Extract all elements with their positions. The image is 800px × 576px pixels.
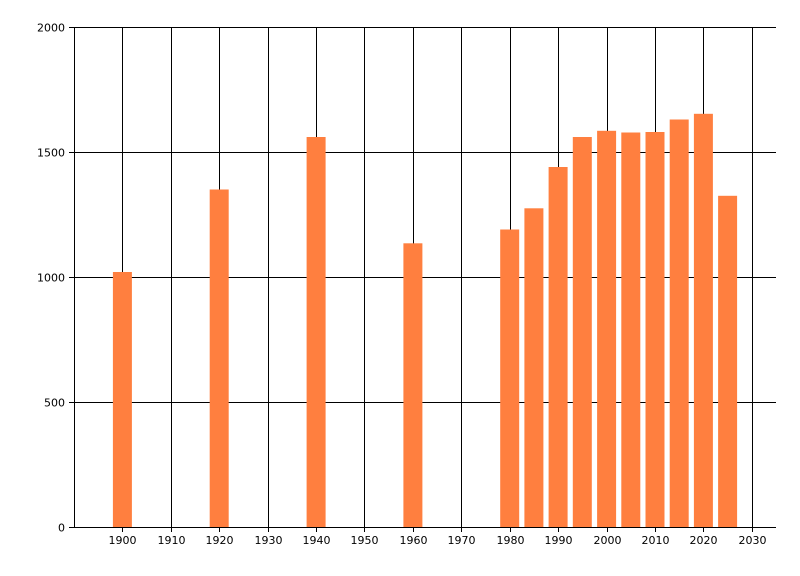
bar-2005 [621,132,641,527]
bar-1900 [112,272,132,527]
x-tick-label: 1910 [158,534,186,547]
x-tick-label: 1940 [303,534,331,547]
bar-2000 [597,130,617,528]
axes-layer [69,27,776,532]
x-tick-label: 2000 [594,534,622,547]
x-tick-label: 1970 [448,534,476,547]
x-tick-label: 1930 [255,534,283,547]
bars-layer [112,113,738,528]
bar-1995 [572,137,592,527]
y-tick-label: 0 [58,522,65,535]
bar-2010 [645,132,665,527]
bar-1940 [306,137,326,527]
bar-2025 [718,195,738,528]
x-tick-label: 2020 [690,534,718,547]
bar-1960 [403,243,423,528]
tick-labels-layer: 1900 1910 1920 1930 1940 1950 1960 1970 1980 1990… [37,22,767,548]
x-tick-label: 1980 [497,534,525,547]
bar-1985 [524,208,544,528]
x-tick-label: 1950 [351,534,379,547]
y-tick-label: 2000 [37,22,65,35]
bar-2020 [693,113,713,528]
y-tick-label: 1500 [37,147,65,160]
bar-1980 [500,229,520,527]
bar-1990 [548,167,568,527]
bar-1920 [209,189,229,527]
y-tick-label: 500 [44,397,65,410]
x-tick-label: 1960 [400,534,428,547]
x-tick-label: 2030 [739,534,767,547]
x-tick-label: 1920 [206,534,234,547]
y-tick-label: 1000 [37,272,65,285]
x-tick-label: 2010 [642,534,670,547]
x-tick-label: 1900 [109,534,137,547]
x-tick-label: 1990 [545,534,573,547]
bar-2015 [669,119,689,527]
